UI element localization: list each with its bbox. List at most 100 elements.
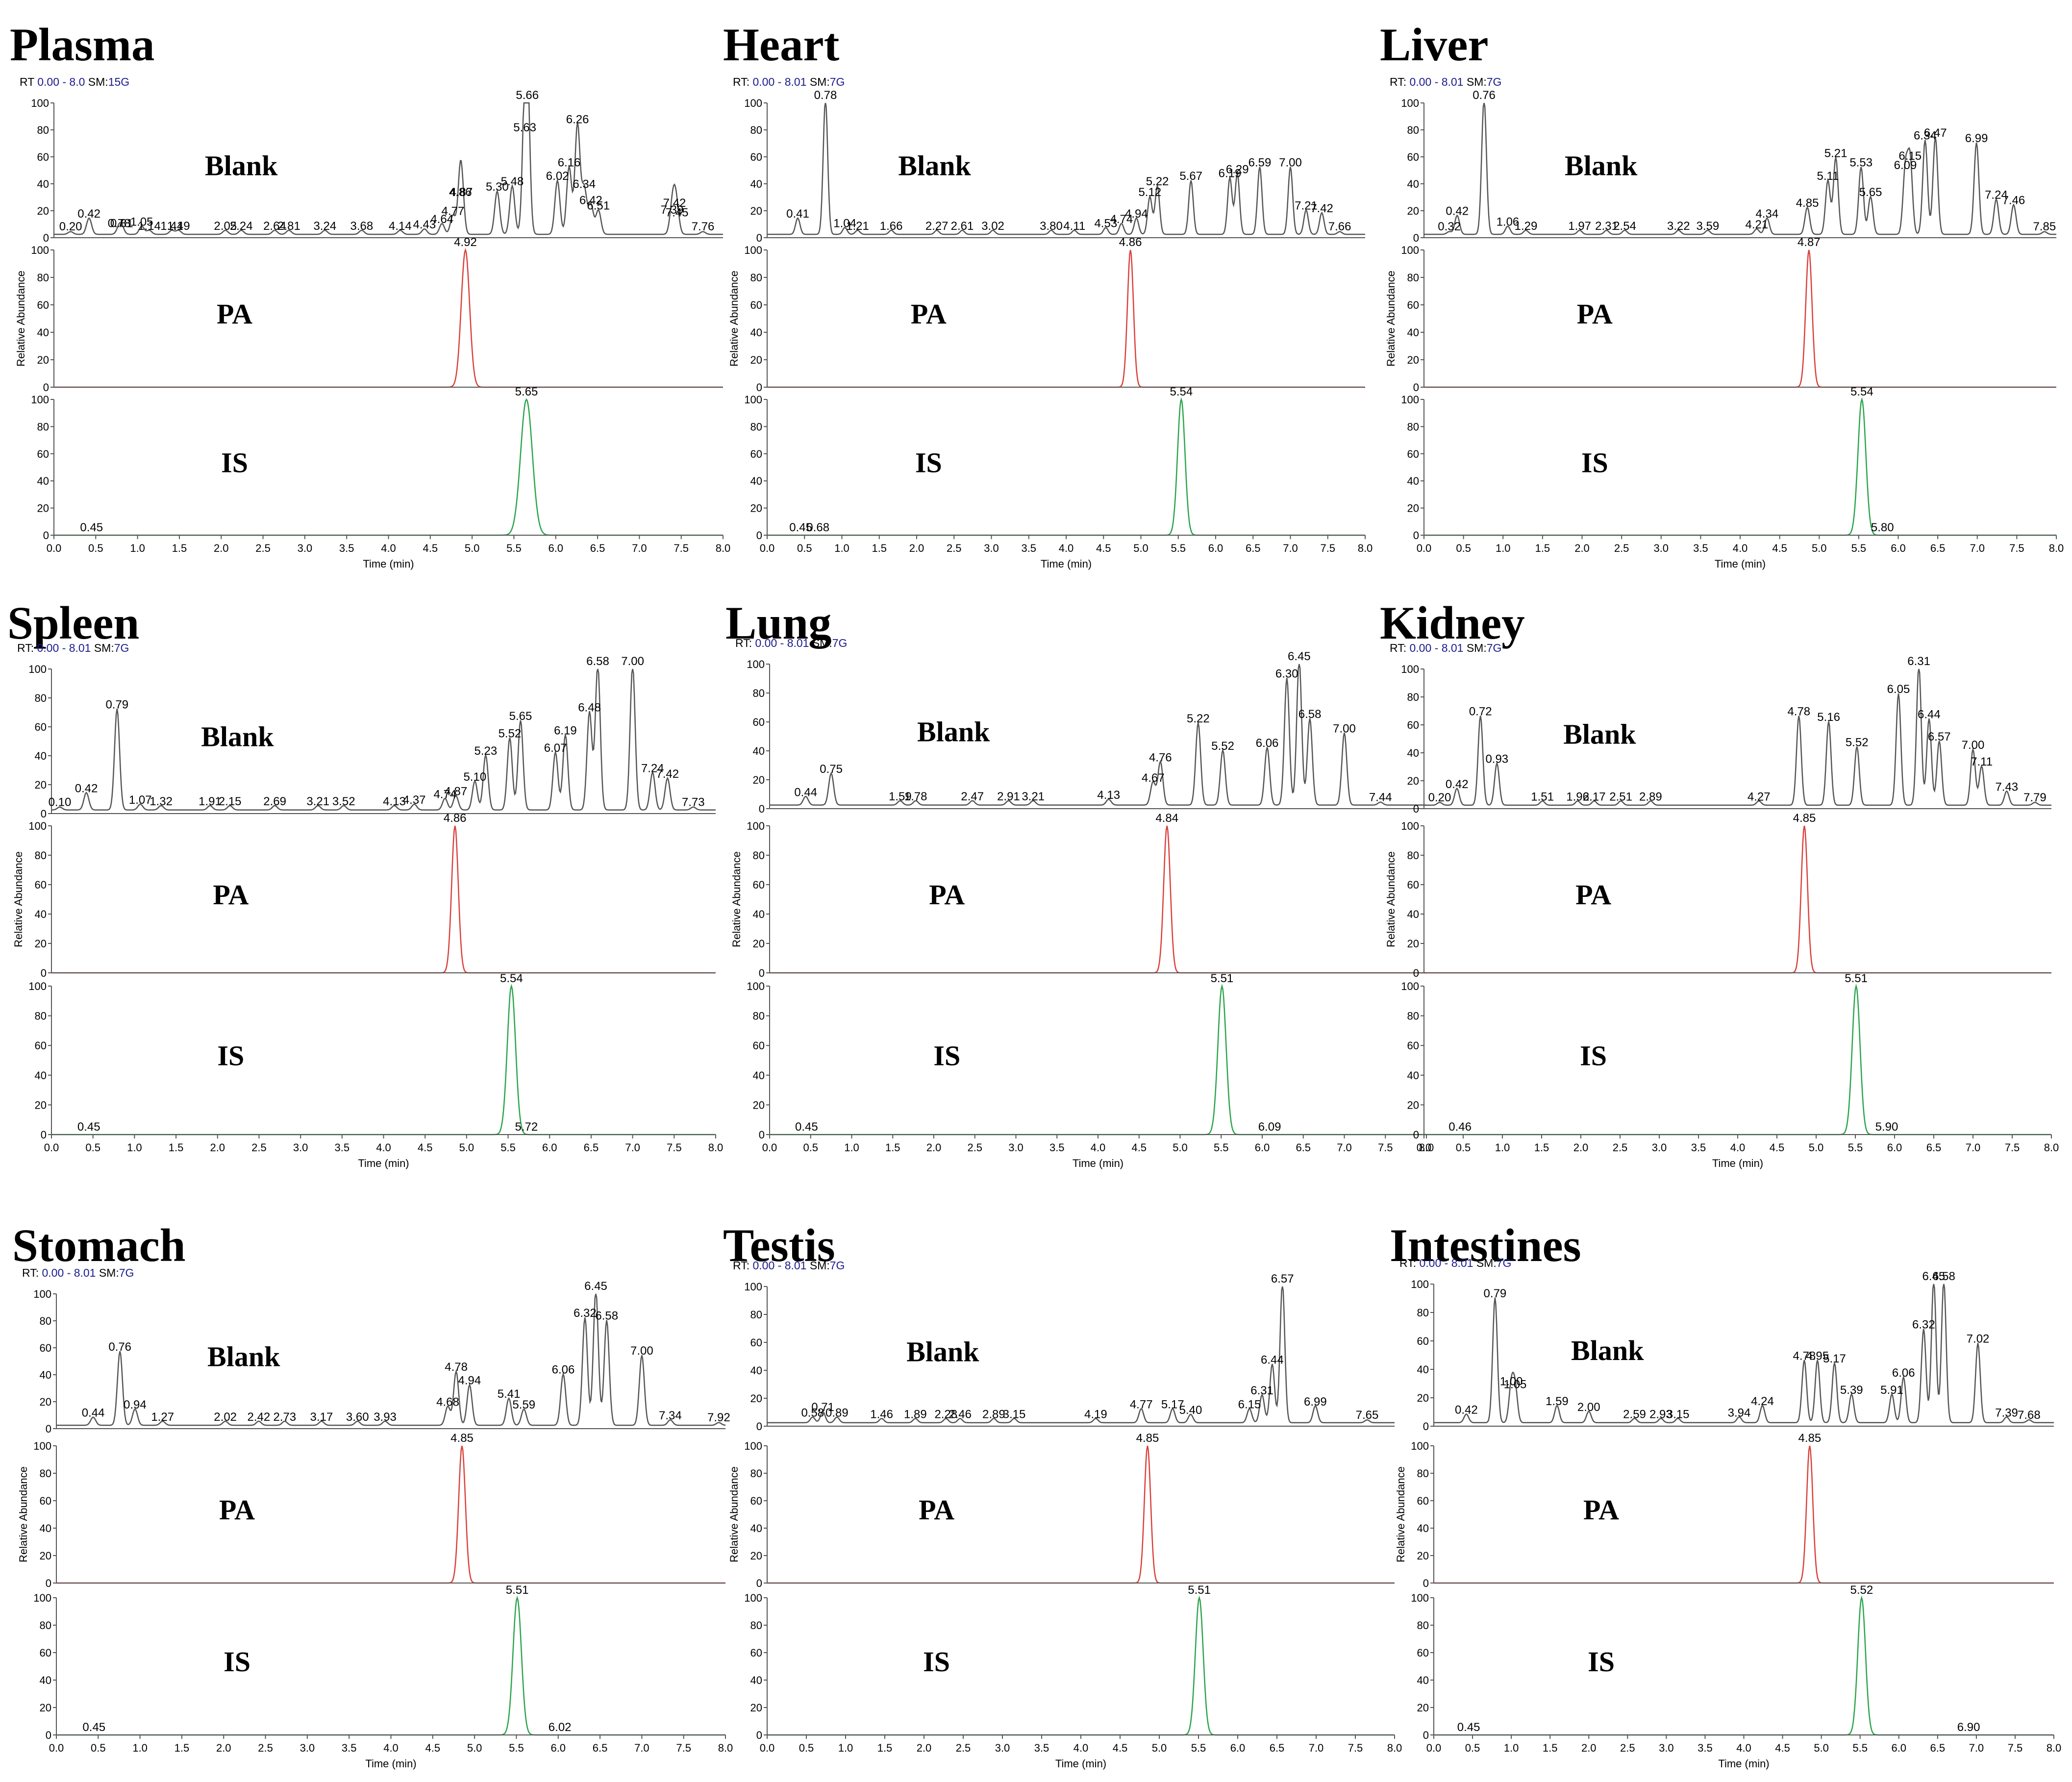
y-tick-label: 0 bbox=[43, 529, 49, 542]
trace-line-is bbox=[56, 1595, 725, 1736]
trace-line-blank bbox=[51, 668, 716, 811]
peak-label: 6.45 bbox=[1922, 1270, 1946, 1283]
x-tick-label: 8.0 bbox=[716, 542, 731, 554]
x-tick-label: 5.0 bbox=[1133, 542, 1148, 554]
trace-line-is bbox=[770, 984, 1426, 1136]
x-tick-label: 3.0 bbox=[298, 542, 313, 554]
y-tick-label: 80 bbox=[37, 421, 49, 433]
y-tick-label: 20 bbox=[40, 1396, 51, 1408]
y-tick-label: 60 bbox=[1407, 879, 1419, 891]
x-tick-label: 6.0 bbox=[1887, 1141, 1902, 1154]
x-tick-label: 5.5 bbox=[1214, 1141, 1229, 1154]
peak-label: 6.07 bbox=[544, 742, 567, 755]
trace-pa: 0 20 40 60 80 100 PA 4.86 bbox=[744, 236, 1365, 394]
rt-sm-value: 7G bbox=[830, 75, 845, 88]
y-tick-label: 20 bbox=[1417, 1702, 1429, 1714]
peak-label: 6.51 bbox=[587, 199, 610, 213]
x-tick-label: 2.0 bbox=[216, 1742, 231, 1754]
peak-label: 0.78 bbox=[814, 89, 837, 102]
trace-is: 0 20 40 60 80 100 0.0 0.5 1.0 1.5 2.0 2.5 3.0 3.5 4.0 4… bbox=[744, 1584, 1402, 1770]
peak-label: 0.76 bbox=[108, 1340, 131, 1354]
panel-title: Testis bbox=[723, 1219, 835, 1271]
peak-label: 0.45 bbox=[789, 521, 812, 534]
y-tick-label: 0 bbox=[756, 232, 762, 244]
y-tick-label: 20 bbox=[1407, 775, 1419, 787]
peak-label: 0.42 bbox=[77, 207, 100, 221]
peak-label: 1.32 bbox=[150, 795, 173, 808]
x-tick-label: 2.5 bbox=[947, 542, 962, 554]
peak-label: 2.02 bbox=[214, 1411, 237, 1424]
rt-prefix: RT: bbox=[17, 642, 37, 654]
x-axis-title: Time (min) bbox=[1055, 1757, 1106, 1770]
rt-range-value: 0.00 - 8.01 bbox=[752, 75, 806, 88]
rt-sm-prefix: SM: bbox=[1463, 642, 1486, 654]
rt-sm-prefix: SM: bbox=[809, 637, 832, 649]
peak-label: 0.42 bbox=[1446, 205, 1469, 218]
trace-label-is: IS bbox=[1581, 447, 1608, 479]
y-tick-label: 60 bbox=[1417, 1495, 1429, 1507]
y-tick-label: 60 bbox=[750, 1495, 762, 1507]
peak-label: 3.94 bbox=[1728, 1406, 1751, 1419]
y-tick-label: 40 bbox=[1417, 1674, 1429, 1686]
x-tick-label: 5.0 bbox=[1152, 1742, 1167, 1754]
peak-label: 2.47 bbox=[961, 790, 984, 803]
x-tick-label: 2.5 bbox=[967, 1141, 982, 1154]
y-tick-label: 100 bbox=[744, 1592, 762, 1604]
y-tick-label: 100 bbox=[31, 394, 49, 406]
y-tick-label: 0 bbox=[41, 967, 47, 979]
peak-label: 4.68 bbox=[436, 1396, 459, 1409]
rt-sm-value: 7G bbox=[114, 642, 129, 654]
x-tick-label: 0.0 bbox=[44, 1141, 59, 1154]
peak-label: 0.94 bbox=[124, 1398, 147, 1411]
peak-label: 1.41 bbox=[160, 220, 183, 233]
x-tick-label: 1.0 bbox=[1504, 1742, 1519, 1754]
x-tick-label: 1.5 bbox=[1535, 542, 1550, 554]
x-tick-label: 1.0 bbox=[1496, 542, 1511, 554]
y-tick-label: 100 bbox=[1401, 980, 1419, 992]
x-tick-label: 3.5 bbox=[1693, 542, 1708, 554]
peak-label: 6.58 bbox=[1932, 1270, 1955, 1283]
x-axis-title: Time (min) bbox=[1712, 1157, 1763, 1169]
y-tick-label: 40 bbox=[750, 326, 762, 339]
x-tick-label: 8.0 bbox=[718, 1742, 733, 1754]
y-tick-label: 20 bbox=[750, 1550, 762, 1562]
peak-label: 6.31 bbox=[1907, 655, 1930, 668]
peak-label: 0.20 bbox=[1428, 791, 1451, 804]
trace-pa: 0 20 40 60 80 100 PA 4.85 bbox=[33, 1432, 725, 1589]
x-tick-label: 4.0 bbox=[1733, 542, 1748, 554]
rt-prefix: RT: bbox=[735, 637, 755, 649]
peak-label: 0.79 bbox=[1484, 1287, 1507, 1300]
y-axis-title: Relative Abundance bbox=[728, 1466, 740, 1562]
x-tick-label: 6.0 bbox=[1255, 1141, 1270, 1154]
peak-label: 0.71 bbox=[811, 1401, 834, 1414]
y-tick-label: 80 bbox=[35, 692, 47, 704]
peak-label: 7.21 bbox=[1295, 199, 1318, 213]
y-tick-label: 80 bbox=[753, 687, 765, 699]
y-tick-label: 40 bbox=[37, 475, 49, 487]
peak-label: 0.45 bbox=[77, 1120, 100, 1134]
y-tick-label: 0 bbox=[46, 1423, 51, 1435]
peak-label: 1.91 bbox=[199, 795, 222, 808]
x-tick-label: 0.5 bbox=[88, 542, 103, 554]
y-tick-label: 40 bbox=[753, 745, 765, 757]
y-tick-label: 100 bbox=[747, 658, 765, 670]
y-tick-label: 80 bbox=[40, 1619, 51, 1632]
peak-label: 4.13 bbox=[383, 795, 406, 808]
peak-label: 2.31 bbox=[1595, 220, 1618, 233]
peak-label: 1.00 bbox=[1500, 1375, 1523, 1388]
peak-label: 0.44 bbox=[794, 786, 817, 799]
x-tick-label: 5.5 bbox=[509, 1742, 524, 1754]
x-tick-label: 4.0 bbox=[1059, 542, 1074, 554]
y-tick-label: 60 bbox=[753, 716, 765, 728]
panel-title: Plasma bbox=[10, 19, 155, 71]
y-tick-label: 60 bbox=[35, 721, 47, 733]
peak-label: 3.21 bbox=[1022, 790, 1045, 803]
trace-label-blank: Blank bbox=[1565, 150, 1638, 182]
peak-label: 1.05 bbox=[1504, 1378, 1527, 1391]
trace-blank: 0 20 40 60 80 100 Blank 0.100.42 0.79 1.071.32 1.9… bbox=[28, 655, 716, 820]
peak-label: 6.47 bbox=[1924, 126, 1947, 140]
trace-line-pa bbox=[1434, 1445, 2054, 1584]
trace-label-blank: Blank bbox=[1571, 1335, 1644, 1366]
x-tick-label: 2.5 bbox=[1620, 1742, 1635, 1754]
